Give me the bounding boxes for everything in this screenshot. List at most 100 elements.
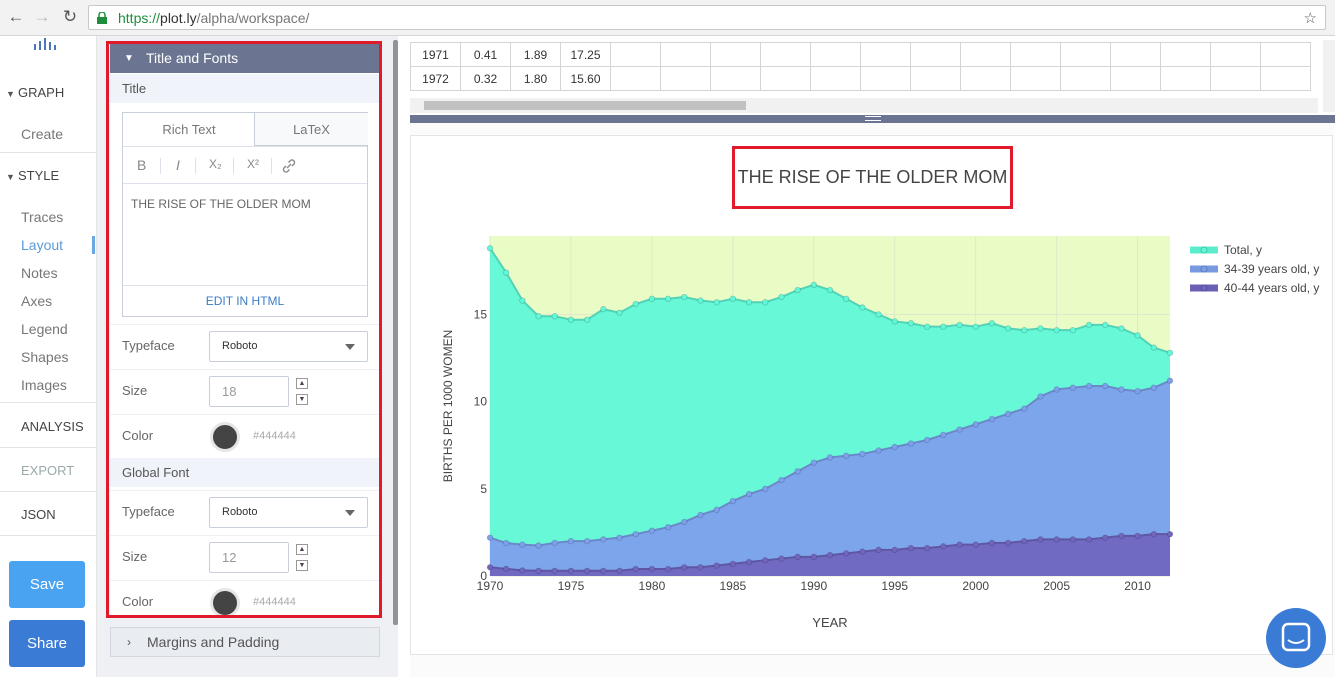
- data-point: [648, 295, 656, 302]
- global-color-hex: #444444: [253, 596, 296, 608]
- grid-cell[interactable]: [1010, 66, 1061, 91]
- decrement-icon[interactable]: ▼: [296, 560, 308, 571]
- data-point: [583, 567, 591, 574]
- nav-json[interactable]: JSON: [21, 507, 56, 522]
- grid-cell[interactable]: [810, 66, 861, 91]
- title-text-input[interactable]: THE RISE OF THE OLDER MOM: [131, 197, 311, 211]
- title-size-input[interactable]: 18: [209, 376, 289, 407]
- star-icon[interactable]: ☆: [1303, 10, 1317, 27]
- grid-cell[interactable]: [710, 42, 761, 67]
- grid-cell[interactable]: [960, 42, 1011, 67]
- grid-cell[interactable]: 1.80: [510, 66, 561, 91]
- grid-cell[interactable]: 1972: [410, 66, 461, 91]
- nav-axes[interactable]: Axes: [21, 293, 53, 309]
- data-point: [600, 567, 607, 574]
- pane-splitter[interactable]: [410, 115, 1335, 123]
- edit-in-html-link[interactable]: EDIT IN HTML: [123, 285, 367, 316]
- title-color-swatch[interactable]: [210, 422, 240, 452]
- increment-icon[interactable]: ▲: [296, 378, 308, 389]
- nav-export[interactable]: EXPORT: [21, 463, 75, 478]
- grid-cell[interactable]: [610, 42, 661, 67]
- nav-traces[interactable]: Traces: [21, 209, 64, 225]
- nav-images[interactable]: Images: [21, 377, 67, 393]
- title-typeface-select[interactable]: Roboto: [209, 331, 368, 362]
- italic-button[interactable]: I: [176, 157, 180, 173]
- share-button[interactable]: Share: [9, 620, 85, 667]
- save-button[interactable]: Save: [9, 561, 85, 608]
- grid-cell[interactable]: 15.60: [560, 66, 611, 91]
- grid-cell[interactable]: [860, 42, 911, 67]
- data-point: [778, 555, 785, 562]
- chart-title[interactable]: THE RISE OF THE OLDER MOM: [732, 146, 1013, 209]
- grid-cell[interactable]: [1060, 66, 1111, 91]
- grid-cell[interactable]: [1160, 42, 1211, 67]
- tab-rich-text[interactable]: Rich Text: [123, 113, 255, 146]
- grid-cell[interactable]: [1260, 42, 1311, 67]
- section-header-title-fonts[interactable]: ▼ Title and Fonts: [110, 44, 380, 73]
- data-point: [664, 565, 672, 573]
- chat-button[interactable]: [1266, 608, 1326, 668]
- grid-cell[interactable]: [1210, 66, 1261, 91]
- grid-cell[interactable]: [760, 42, 811, 67]
- grid-cell[interactable]: [1260, 66, 1311, 91]
- grid-cell[interactable]: [860, 66, 911, 91]
- drag-handle-icon[interactable]: [865, 116, 881, 121]
- grid-cell[interactable]: [1060, 42, 1111, 67]
- superscript-button[interactable]: X²: [247, 157, 259, 171]
- nav-layout[interactable]: Layout: [21, 237, 64, 253]
- grid-cell[interactable]: 17.25: [560, 42, 611, 67]
- grid-cell[interactable]: 1971: [410, 42, 461, 67]
- data-point: [923, 323, 931, 330]
- nav-create[interactable]: Create: [21, 126, 64, 142]
- divider: [0, 447, 97, 448]
- grid-cell[interactable]: [810, 42, 861, 67]
- nav-graph[interactable]: ▼ GRAPH: [0, 85, 97, 100]
- grid-cell[interactable]: [610, 66, 661, 91]
- grid-cell[interactable]: [660, 42, 711, 67]
- nav-legend[interactable]: Legend: [21, 321, 68, 337]
- grid-cell[interactable]: [1110, 42, 1161, 67]
- grid-cell[interactable]: [1210, 42, 1261, 67]
- nav-notes[interactable]: Notes: [21, 265, 58, 281]
- grid-vertical-scrollbar[interactable]: [1323, 40, 1335, 112]
- grid-cell[interactable]: [1010, 42, 1061, 67]
- grid-cell[interactable]: [1160, 66, 1211, 91]
- data-point: [729, 560, 737, 567]
- grid-cell[interactable]: [660, 66, 711, 91]
- back-arrow-icon[interactable]: ←: [7, 7, 25, 26]
- scrollbar-thumb[interactable]: [424, 101, 746, 110]
- subscript-button[interactable]: X₂: [209, 157, 222, 171]
- grid-cell[interactable]: [910, 42, 961, 67]
- global-typeface-select[interactable]: Roboto: [209, 497, 368, 528]
- increment-icon[interactable]: ▲: [296, 544, 308, 555]
- grid-cell[interactable]: [710, 66, 761, 91]
- nav-analysis[interactable]: ANALYSIS: [21, 419, 84, 434]
- nav-style[interactable]: ▼ STYLE: [0, 168, 97, 183]
- data-point: [956, 541, 963, 548]
- grid-horizontal-scrollbar[interactable]: [410, 98, 1318, 113]
- grid-cell[interactable]: [760, 66, 811, 91]
- global-size-input[interactable]: 12: [209, 542, 289, 573]
- decrement-icon[interactable]: ▼: [296, 394, 308, 405]
- grid-cell[interactable]: [910, 66, 961, 91]
- panel-scrollbar[interactable]: [393, 40, 398, 625]
- grid-table: 1971 0.41 1.89 17.25 1972 0.32 1.80 15.6…: [410, 42, 1311, 91]
- reload-icon[interactable]: ↻: [62, 7, 78, 26]
- data-point: [891, 546, 898, 554]
- data-point: [891, 318, 898, 325]
- data-point: [1150, 384, 1158, 391]
- title-subhead: Title: [110, 74, 380, 103]
- link-icon[interactable]: [281, 158, 297, 174]
- address-bar[interactable]: https://plot.ly/alpha/workspace/ ☆: [88, 5, 1326, 30]
- grid-cell[interactable]: [1110, 66, 1161, 91]
- grid-cell[interactable]: 0.32: [460, 66, 511, 91]
- tab-latex[interactable]: LaTeX: [254, 113, 368, 146]
- grid-cell[interactable]: 1.89: [510, 42, 561, 67]
- forward-arrow-icon[interactable]: →: [33, 7, 51, 26]
- section-header-margins[interactable]: › Margins and Padding: [110, 627, 380, 657]
- nav-shapes[interactable]: Shapes: [21, 349, 69, 365]
- grid-cell[interactable]: 0.41: [460, 42, 511, 67]
- grid-cell[interactable]: [960, 66, 1011, 91]
- data-point: [972, 323, 979, 330]
- bold-button[interactable]: B: [137, 157, 147, 173]
